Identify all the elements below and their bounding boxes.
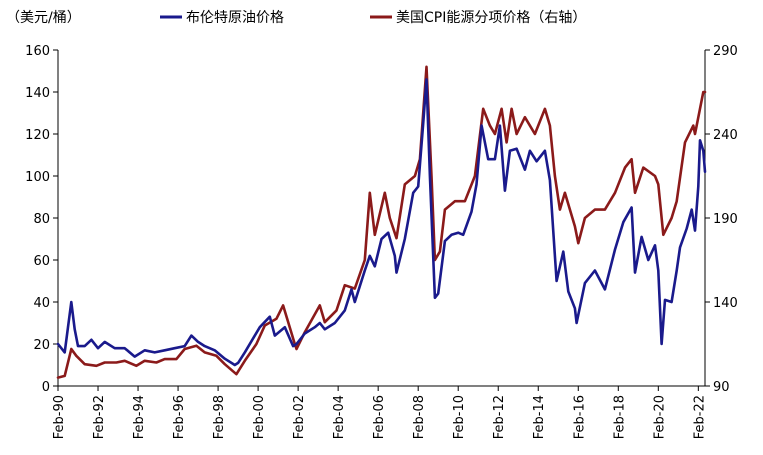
right-tick-label: 90	[713, 380, 730, 395]
x-tick-label: Feb-06	[372, 395, 387, 439]
x-tick-label: Feb-20	[652, 395, 667, 439]
legend-label: 美国CPI能源分项价格（右轴）	[396, 10, 586, 26]
x-tick-label: Feb-90	[52, 395, 67, 439]
left-tick-label: 120	[25, 128, 50, 143]
left-tick-label: 0	[42, 380, 50, 395]
right-tick-label: 190	[713, 212, 738, 227]
legend: 布伦特原油价格 美国CPI能源分项价格（右轴）	[160, 10, 586, 26]
x-tick-label: Feb-18	[612, 395, 627, 439]
x-tick-label: Feb-98	[212, 395, 227, 439]
left-tick-label: 60	[33, 254, 50, 269]
series-layer	[56, 65, 707, 379]
left-tick-label: 20	[33, 338, 50, 353]
x-tick-label: Feb-04	[332, 395, 347, 439]
right-tick-label: 290	[713, 44, 738, 59]
right-tick-label: 240	[713, 128, 738, 143]
x-tick-label: Feb-22	[692, 395, 707, 439]
left-tick-label: 160	[25, 44, 50, 59]
x-tick-label: Feb-02	[292, 395, 307, 439]
series-line-brent	[56, 78, 707, 367]
left-axis-unit-label: （美元/桶）	[6, 10, 81, 26]
x-tick-label: Feb-14	[532, 395, 547, 439]
series-line-energy-cpi	[56, 65, 707, 379]
plot-area	[58, 50, 705, 386]
right-axis-ticks: 90 140 190 240 290	[705, 44, 738, 395]
right-tick-label: 140	[713, 296, 738, 311]
left-axis-ticks: 0 20 40 60 80 100 120 140 160	[25, 44, 58, 395]
left-tick-label: 40	[33, 296, 50, 311]
left-tick-label: 100	[25, 170, 50, 185]
x-tick-label: Feb-10	[452, 395, 467, 439]
x-tick-label: Feb-12	[492, 395, 507, 439]
x-tick-label: Feb-96	[172, 395, 187, 439]
x-axis-ticks: Feb-90 Feb-92 Feb-94 Feb-96 Feb-98 Feb-00 Feb-…	[52, 386, 707, 439]
x-tick-label: Feb-08	[412, 395, 427, 439]
x-tick-label: Feb-16	[572, 395, 587, 439]
x-tick-label: Feb-00	[252, 395, 267, 439]
left-tick-label: 80	[33, 212, 50, 227]
left-tick-label: 140	[25, 86, 50, 101]
x-tick-label: Feb-94	[132, 395, 147, 439]
legend-label: 布伦特原油价格	[186, 10, 284, 26]
x-tick-label: Feb-92	[92, 395, 107, 439]
